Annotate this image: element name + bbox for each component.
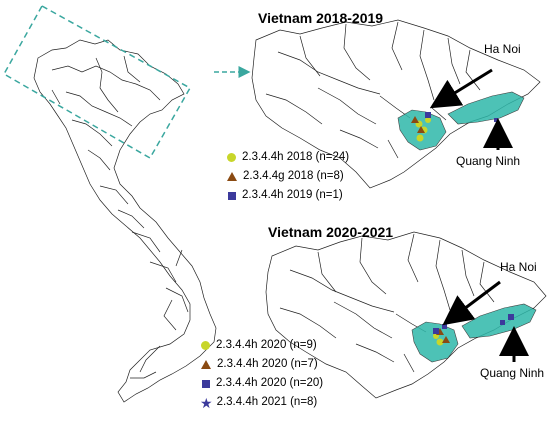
square-marker-icon <box>228 191 236 200</box>
legend-2018: 2.3.4.4h 2018 (n=24) 2.3.4.4g 2018 (n=8)… <box>226 148 349 205</box>
legend-item: ★ 2.3.4.4h 2021 (n=8) <box>200 393 323 412</box>
square-marker-icon <box>202 379 210 388</box>
arrow-hanoi-2020 <box>442 280 501 326</box>
legend-2020: 2.3.4.4h 2020 (n=9) 2.3.4.4h 2020 (n=7) … <box>200 336 323 412</box>
legend-label: 2.3.4.4h 2020 (n=7) <box>217 358 318 370</box>
triangle-marker-icon <box>227 172 237 181</box>
region-map-2020 <box>265 231 547 399</box>
panel-2018-title: Vietnam 2018-2019 <box>258 10 384 26</box>
label-quangninh-2018: Quang Ninh <box>456 154 521 168</box>
circle-marker-icon <box>201 341 210 350</box>
legend-item: 2.3.4.4h 2020 (n=20) <box>200 374 323 393</box>
label-quangninh-2020: Quang Ninh <box>480 366 545 380</box>
star-marker-icon: ★ <box>200 394 213 411</box>
legend-item: 2.3.4.4h 2018 (n=24) <box>226 148 349 167</box>
legend-label: 2.3.4.4h 2019 (n=1) <box>242 189 343 201</box>
circle-marker-icon <box>227 153 236 162</box>
legend-item: 2.3.4.4g 2018 (n=8) <box>226 167 349 186</box>
legend-item: 2.3.4.4h 2020 (n=9) <box>200 336 323 355</box>
legend-item: 2.3.4.4h 2020 (n=7) <box>200 355 323 374</box>
label-hanoi-2020: Ha Noi <box>500 260 537 274</box>
highlight-2018 <box>397 91 525 151</box>
highlight-2020 <box>411 303 537 363</box>
triangle-marker-icon <box>201 360 211 369</box>
panel-2020-title: Vietnam 2020-2021 <box>268 224 394 240</box>
legend-label: 2.3.4.4h 2021 (n=8) <box>216 396 318 408</box>
label-hanoi-2018: Ha Noi <box>484 42 521 56</box>
legend-item: 2.3.4.4h 2019 (n=1) <box>226 186 349 205</box>
legend-label: 2.3.4.4g 2018 (n=8) <box>243 170 344 182</box>
selection-box <box>2 4 192 160</box>
legend-label: 2.3.4.4h 2018 (n=24) <box>242 151 350 163</box>
arrow-hanoi-2018 <box>429 68 493 109</box>
vietnam-full-map <box>33 39 217 403</box>
legend-label: 2.3.4.4h 2020 (n=20) <box>216 377 324 389</box>
legend-label: 2.3.4.4h 2020 (n=9) <box>216 339 317 351</box>
